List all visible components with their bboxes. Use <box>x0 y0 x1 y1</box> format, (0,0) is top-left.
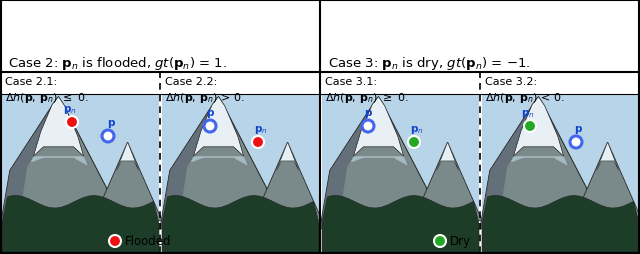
Circle shape <box>362 121 374 133</box>
Polygon shape <box>596 142 619 171</box>
Polygon shape <box>353 97 404 157</box>
Polygon shape <box>253 142 322 221</box>
Bar <box>162 96 319 252</box>
Circle shape <box>109 235 121 247</box>
Polygon shape <box>480 97 604 229</box>
Polygon shape <box>573 142 640 221</box>
Text: Case 2: $\mathbf{p}_n$ is flooded, $\mathit{gt}$($\mathbf{p}_n$) = 1.: Case 2: $\mathbf{p}_n$ is flooded, $\mat… <box>8 54 227 71</box>
Circle shape <box>408 136 420 148</box>
Circle shape <box>524 121 536 133</box>
Polygon shape <box>320 97 378 229</box>
Text: $\mathbf{p}_n$: $\mathbf{p}_n$ <box>254 123 268 135</box>
Polygon shape <box>191 157 248 166</box>
Polygon shape <box>480 97 538 229</box>
Polygon shape <box>31 157 88 166</box>
Text: $\Delta h$($\mathbf{p}$, $\mathbf{p}_n$) $\geq$ 0.: $\Delta h$($\mathbf{p}$, $\mathbf{p}_n$)… <box>325 91 409 105</box>
Text: $\mathbf{p}$: $\mathbf{p}$ <box>106 118 115 130</box>
Text: Case 3.1:: Case 3.1: <box>325 77 377 87</box>
Text: Case 2.2:: Case 2.2: <box>165 77 217 87</box>
Circle shape <box>570 136 582 148</box>
Bar <box>2 96 159 252</box>
Circle shape <box>102 131 114 142</box>
Text: $\Delta h$($\mathbf{p}$, $\mathbf{p}_n$) > 0.: $\Delta h$($\mathbf{p}$, $\mathbf{p}_n$)… <box>165 91 244 105</box>
Polygon shape <box>162 200 319 252</box>
Text: $\mathbf{p}_n$: $\mathbf{p}_n$ <box>521 108 535 120</box>
Polygon shape <box>413 142 482 221</box>
Polygon shape <box>276 142 299 171</box>
Text: $\Delta h$($\mathbf{p}$, $\mathbf{p}_n$) < 0.: $\Delta h$($\mathbf{p}$, $\mathbf{p}_n$)… <box>485 91 564 105</box>
Circle shape <box>204 121 216 133</box>
Polygon shape <box>0 97 124 229</box>
Polygon shape <box>193 97 244 157</box>
Text: $\Delta h$($\mathbf{p}$, $\mathbf{p}_n$) $\leq$ 0.: $\Delta h$($\mathbf{p}$, $\mathbf{p}_n$)… <box>5 91 89 105</box>
Text: Case 3.2:: Case 3.2: <box>485 77 537 87</box>
Polygon shape <box>482 196 639 252</box>
Polygon shape <box>436 142 459 171</box>
Polygon shape <box>322 196 479 252</box>
Text: Case 2.1:: Case 2.1: <box>5 77 57 87</box>
Polygon shape <box>162 196 319 252</box>
Polygon shape <box>160 97 218 229</box>
Polygon shape <box>2 200 159 252</box>
Text: $\mathbf{p}_n$: $\mathbf{p}_n$ <box>63 104 77 116</box>
Circle shape <box>66 117 78 129</box>
Circle shape <box>252 136 264 148</box>
Text: $\mathbf{p}$: $\mathbf{p}$ <box>364 108 372 120</box>
Bar <box>322 96 479 252</box>
Polygon shape <box>351 157 408 166</box>
Text: Dry: Dry <box>450 235 471 248</box>
Polygon shape <box>93 142 162 221</box>
Polygon shape <box>322 200 479 252</box>
Bar <box>482 96 639 252</box>
Polygon shape <box>482 200 639 252</box>
Polygon shape <box>511 157 568 166</box>
Text: $\mathbf{p}_n$: $\mathbf{p}_n$ <box>410 123 424 135</box>
Text: Flooded: Flooded <box>125 235 172 248</box>
Text: $\mathbf{p}$: $\mathbf{p}$ <box>205 108 214 120</box>
Circle shape <box>434 235 446 247</box>
Polygon shape <box>320 97 444 229</box>
Polygon shape <box>33 97 84 157</box>
Text: Case 3: $\mathbf{p}_n$ is dry, $\mathit{gt}$($\mathbf{p}_n$) = $-$1.: Case 3: $\mathbf{p}_n$ is dry, $\mathit{… <box>328 54 531 71</box>
Polygon shape <box>0 97 58 229</box>
Polygon shape <box>2 196 159 252</box>
Polygon shape <box>160 97 284 229</box>
Polygon shape <box>116 142 139 171</box>
Polygon shape <box>513 97 564 157</box>
Text: $\mathbf{p}$: $\mathbf{p}$ <box>575 123 584 135</box>
